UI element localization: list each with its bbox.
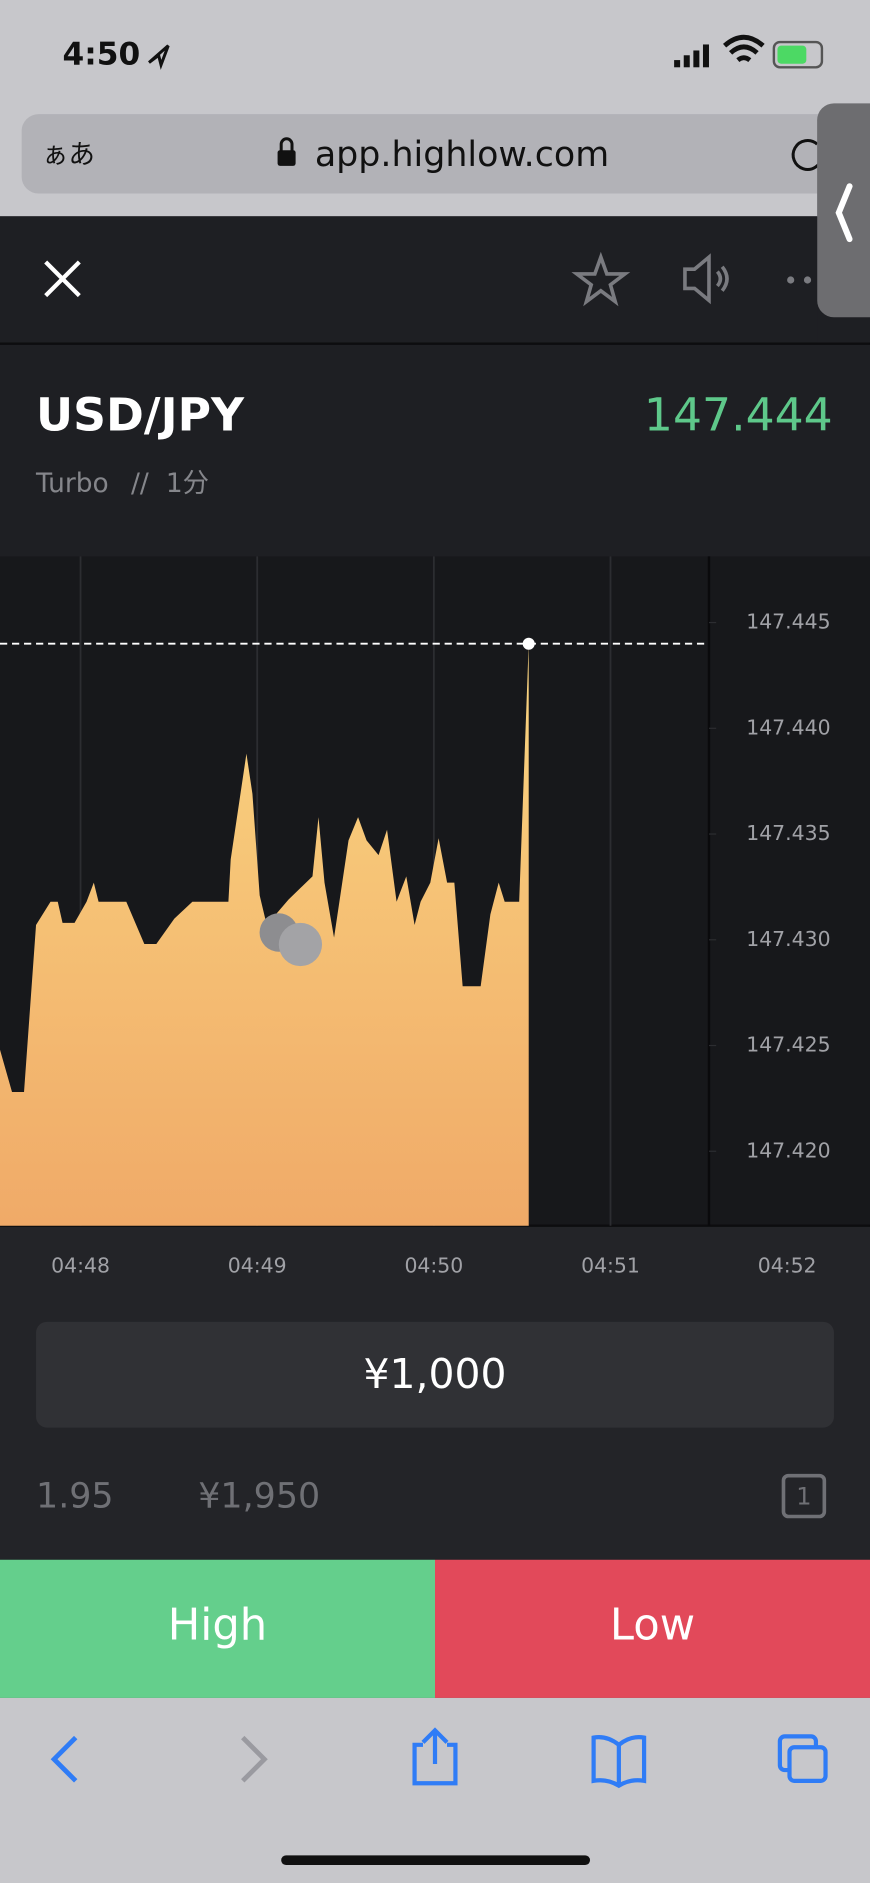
count: 1 <box>796 1482 811 1510</box>
home-indicator <box>281 1855 591 1865</box>
more-button-dot <box>803 276 812 284</box>
option-type: Turbo <box>35 468 109 499</box>
y-tick-label: 147.435 <box>746 821 830 845</box>
url[interactable]: app.highlow.com <box>315 135 609 175</box>
wifi-icon <box>723 34 765 63</box>
bookmarks-button[interactable] <box>591 1735 647 1789</box>
share-button[interactable] <box>412 1727 458 1786</box>
count-button[interactable] <box>781 1473 827 1519</box>
safari-toolbar <box>0 1697 870 1883</box>
duration: 1分 <box>166 468 209 499</box>
back-button[interactable] <box>50 1735 78 1783</box>
high-button[interactable] <box>0 1559 435 1698</box>
sound-button[interactable] <box>683 253 729 305</box>
amount-input[interactable] <box>36 1321 834 1428</box>
x-tick-label: 04:49 <box>228 1254 287 1278</box>
y-tick-label: 147.445 <box>746 610 830 634</box>
x-tick-label: 04:50 <box>404 1254 463 1278</box>
y-tick-label: 147.425 <box>746 1033 830 1057</box>
more-button[interactable] <box>787 276 795 284</box>
x-tick-label: 04:51 <box>581 1254 640 1278</box>
tabs-button-front <box>787 1745 828 1783</box>
address-bar[interactable] <box>21 114 851 194</box>
clock: 4:50 <box>62 36 140 72</box>
y-tick-label: 147.420 <box>746 1138 830 1162</box>
amount[interactable]: ¥1,000 <box>364 1350 507 1398</box>
text-size-button[interactable]: ぁあ <box>42 140 95 171</box>
favorite-button[interactable] <box>571 251 631 307</box>
battery-level <box>777 45 807 64</box>
current-price-dot <box>522 637 535 650</box>
trader-marker <box>278 922 323 967</box>
separator: // <box>131 468 149 499</box>
low-button[interactable] <box>435 1559 870 1698</box>
high-label[interactable]: High <box>168 1601 267 1651</box>
asset-name: USD/JPY <box>36 389 245 442</box>
app-toolbar <box>0 216 818 343</box>
side-tab[interactable] <box>817 103 870 318</box>
location-icon <box>148 44 170 70</box>
close-button[interactable] <box>44 260 81 298</box>
y-tick-label: 147.440 <box>746 715 830 739</box>
signal-icon <box>674 44 709 68</box>
lock-icon <box>277 150 296 166</box>
side-tab-arrow <box>835 183 853 243</box>
battery-icon <box>772 40 824 69</box>
lock-shackle <box>279 137 294 152</box>
low-label[interactable]: Low <box>610 1601 695 1651</box>
payout-rate: 1.95 <box>36 1476 114 1516</box>
x-tick-label: 04:48 <box>51 1254 110 1278</box>
asset-price: 147.444 <box>644 389 833 442</box>
x-tick-label: 04:52 <box>758 1254 817 1278</box>
y-tick-label: 147.430 <box>746 927 830 951</box>
forward-button[interactable] <box>241 1735 268 1783</box>
payout: ¥1,950 <box>198 1476 320 1516</box>
